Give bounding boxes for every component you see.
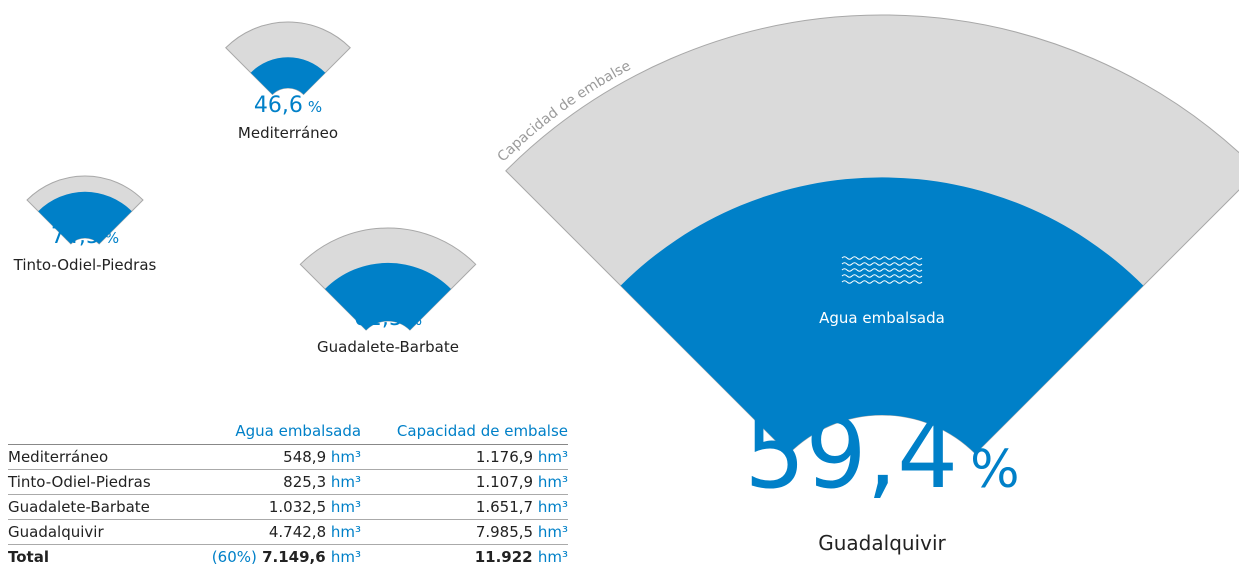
cell-value: 825,3: [283, 473, 327, 491]
gauge-name: Mediterráneo: [238, 124, 338, 142]
row-label: Guadalquivir: [8, 519, 181, 545]
gauge-name: Guadalquivir: [818, 531, 946, 555]
unit: hm³: [537, 523, 568, 541]
total-row: Total (60%) 7.149,6 hm³ 11.922 hm³: [8, 545, 568, 570]
gauge-value: 46,6%: [254, 93, 322, 118]
header-empty: [8, 420, 181, 445]
gauge-value: 74,5%: [51, 224, 119, 249]
table-cell: 1.651,7 hm³: [361, 494, 568, 520]
value-number: 74,5: [51, 224, 100, 249]
share: (60%): [211, 548, 257, 566]
value-number: 46,6: [254, 93, 303, 118]
wave-icon: [841, 262, 923, 266]
wave-icon: [841, 280, 923, 284]
cell-value: 1.107,9: [475, 473, 534, 491]
gauge-name: Tinto-Odiel-Piedras: [13, 256, 157, 274]
cell-value: 1.032,5: [268, 498, 327, 516]
value-unit: %: [308, 98, 322, 116]
value-number: 62,5: [354, 306, 403, 331]
row-label: Guadalete-Barbate: [8, 494, 181, 520]
water-sector: [620, 177, 1144, 454]
table-row: Guadalete-Barbate 1.032,5 hm³ 1.651,7 hm³: [8, 494, 568, 520]
table-cell: 825,3 hm³: [180, 469, 362, 495]
table-cell: 1.176,9 hm³: [361, 444, 568, 470]
table-cell: 548,9 hm³: [180, 444, 362, 470]
table-cell: (60%) 7.149,6 hm³: [181, 545, 362, 570]
table-row: Guadalquivir 4.742,8 hm³ 7.985,5 hm³: [8, 519, 568, 545]
column-header: Agua embalsada: [180, 420, 362, 445]
table-row: Mediterráneo 548,9 hm³ 1.176,9 hm³: [8, 444, 568, 470]
wave-icon: [841, 274, 923, 278]
unit: hm³: [330, 498, 362, 516]
cell-value: 7.149,6: [262, 548, 326, 566]
value-unit: %: [970, 440, 1019, 500]
row-label: Mediterráneo: [8, 444, 181, 470]
value-number: 59,4: [744, 398, 958, 510]
unit: hm³: [330, 523, 362, 541]
column-header: Capacidad de embalse: [361, 420, 568, 445]
value-unit: %: [408, 311, 422, 329]
table-cell: 4.742,8 hm³: [180, 519, 362, 545]
unit: hm³: [330, 448, 362, 466]
water-sector: [38, 191, 132, 244]
wave-icon: [841, 268, 923, 272]
table-cell: 11.922 hm³: [361, 545, 568, 570]
water-sector: [250, 57, 326, 95]
row-label: Tinto-Odiel-Piedras: [8, 469, 181, 495]
table-cell: 1.032,5 hm³: [180, 494, 362, 520]
cell-value: 11.922: [474, 548, 533, 566]
table-row: Tinto-Odiel-Piedras 825,3 hm³ 1.107,9 hm³: [8, 469, 568, 495]
unit: hm³: [537, 498, 568, 516]
table: Agua embalsada Capacidad de embalse Medi…: [8, 420, 568, 569]
gauge-value: 62,5%: [354, 306, 422, 331]
cell-value: 4.742,8: [268, 523, 327, 541]
water-sector: [324, 262, 452, 331]
cell-value: 7.985,5: [475, 523, 534, 541]
gauge-value: 59,4%: [744, 398, 1019, 510]
water-label: Agua embalsada: [819, 309, 945, 327]
unit: hm³: [330, 473, 362, 491]
unit: hm³: [537, 448, 568, 466]
cell-value: 548,9: [283, 448, 327, 466]
row-label: Total: [8, 548, 49, 566]
unit: hm³: [537, 548, 568, 566]
table-header: Agua embalsada Capacidad de embalse: [8, 420, 568, 445]
table-cell: 1.107,9 hm³: [361, 469, 568, 495]
cell-value: 1.176,9: [475, 448, 534, 466]
unit: hm³: [537, 473, 568, 491]
gauge-name: Guadalete-Barbate: [317, 338, 459, 356]
cell-value: 1.651,7: [475, 498, 534, 516]
value-unit: %: [105, 229, 119, 247]
wave-icon: [841, 256, 923, 260]
table-cell: 7.985,5 hm³: [361, 519, 568, 545]
unit: hm³: [330, 548, 362, 566]
